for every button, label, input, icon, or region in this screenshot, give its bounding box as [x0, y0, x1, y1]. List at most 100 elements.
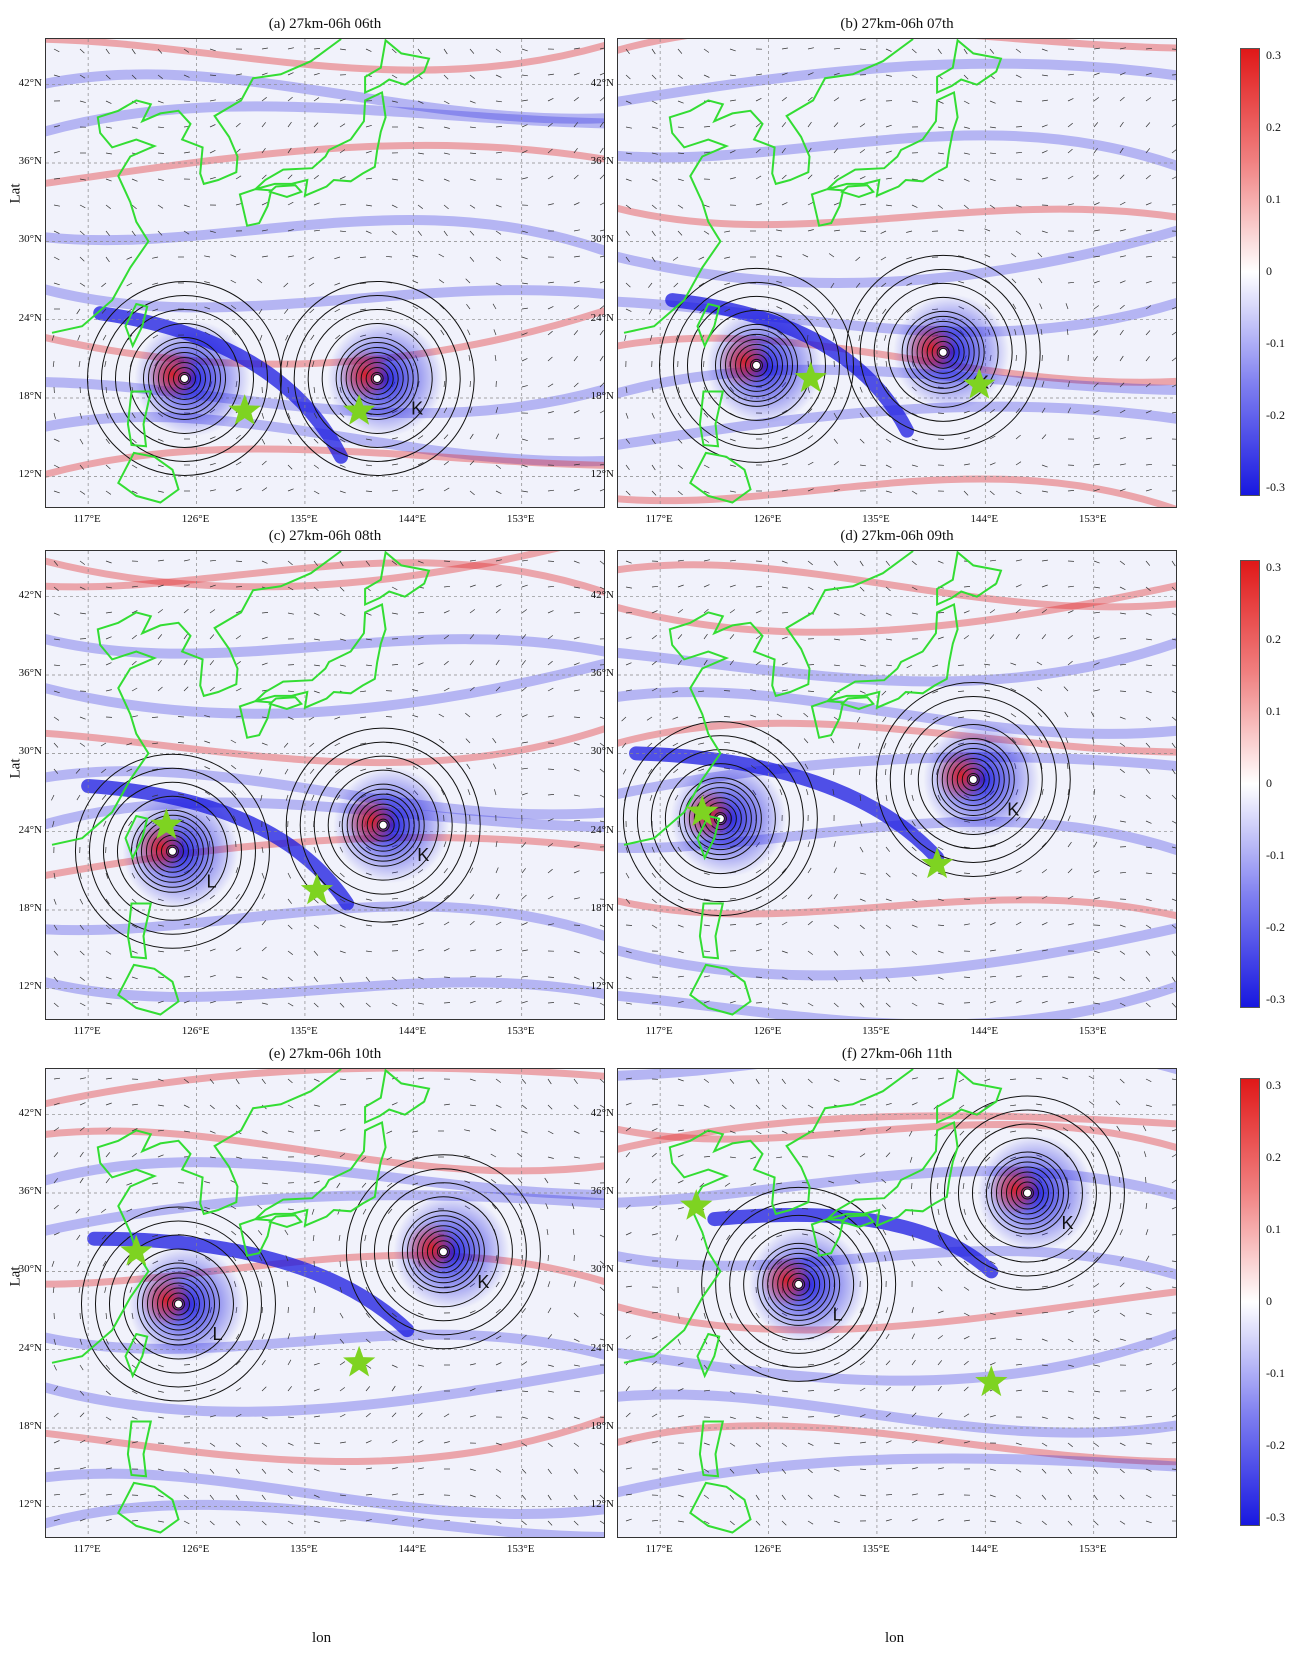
- wind-arrow: [755, 949, 762, 952]
- wind-arrow: [469, 559, 476, 562]
- colorbar-tick-label: -0.1: [1266, 848, 1285, 862]
- positive-band: [618, 1288, 1176, 1334]
- wind-arrow: [1041, 584, 1048, 588]
- wind-arrow: [521, 385, 528, 388]
- map-svg: K: [618, 551, 1176, 1019]
- wind-arrow: [1093, 689, 1100, 692]
- wind-arrow: [677, 898, 684, 903]
- wind-arrow: [261, 1078, 266, 1085]
- wind-arrow: [313, 229, 320, 232]
- wind-arrow: [675, 1234, 679, 1241]
- wind-arrow: [651, 1311, 658, 1314]
- wind-arrow: [625, 126, 632, 129]
- vortex-contour: [911, 320, 975, 384]
- wind-arrow: [703, 1312, 707, 1319]
- wind-arrow: [777, 738, 783, 744]
- wind-arrow: [937, 1310, 944, 1314]
- wind-arrow: [937, 1002, 944, 1005]
- wind-arrow: [963, 1335, 970, 1340]
- wind-arrow: [313, 175, 319, 180]
- wind-arrow: [313, 1002, 319, 1008]
- wind-arrow: [677, 924, 684, 928]
- wind-arrow: [440, 789, 445, 796]
- wind-arrow: [1119, 463, 1126, 466]
- x-axis-label: lon: [885, 1630, 905, 1646]
- wind-arrow: [53, 256, 60, 261]
- wind-arrow: [53, 716, 60, 721]
- wind-arrow: [521, 741, 528, 744]
- wind-arrow: [261, 460, 267, 466]
- wind-arrow: [209, 1078, 215, 1084]
- vortex-eye: [378, 820, 388, 830]
- wind-arrow: [79, 872, 82, 879]
- wind-arrow: [183, 608, 189, 614]
- wind-arrow: [495, 464, 502, 469]
- wind-arrow: [937, 126, 944, 129]
- wind-arrow: [287, 1359, 292, 1366]
- wind-arrow: [625, 74, 631, 80]
- wind-arrow: [547, 73, 554, 76]
- wind-arrow: [1066, 762, 1069, 770]
- wind-arrow: [599, 1130, 604, 1133]
- vortex-contour: [887, 296, 999, 408]
- lon-tick-label: 117°E: [645, 513, 673, 525]
- wind-arrow: [258, 308, 263, 315]
- wind-arrow: [52, 360, 55, 367]
- vortex-contour: [108, 1234, 248, 1374]
- vortex-contour: [122, 1248, 234, 1360]
- wind-arrow: [1171, 742, 1176, 749]
- wind-arrow: [75, 768, 81, 774]
- lat-tick-label: 12°N: [590, 1498, 614, 1511]
- wind-arrow: [573, 689, 580, 692]
- wind-arrow: [1171, 1129, 1176, 1132]
- wind-arrow: [729, 559, 736, 562]
- wind-arrow: [1015, 408, 1021, 414]
- wind-arrow: [1171, 357, 1176, 362]
- wind-arrow: [365, 1412, 371, 1418]
- wind-arrow: [309, 742, 315, 748]
- wind-arrow: [989, 634, 995, 640]
- wind-arrow: [287, 1494, 293, 1500]
- wind-arrow: [651, 100, 658, 105]
- wind-arrow: [1067, 841, 1072, 848]
- wind-arrow: [1041, 464, 1048, 468]
- wind-arrow: [1041, 407, 1046, 414]
- wind-arrow: [204, 740, 211, 744]
- wind-arrow: [1041, 1000, 1048, 1004]
- wind-arrow: [677, 412, 682, 419]
- positive-band: [618, 1112, 1176, 1153]
- wind-arrow: [885, 1360, 891, 1366]
- wind-arrow: [1093, 586, 1100, 589]
- wind-arrow: [339, 586, 345, 592]
- wind-arrow: [859, 48, 867, 51]
- wind-arrow: [807, 229, 814, 232]
- wind-arrow: [261, 1333, 265, 1340]
- wind-arrow: [495, 975, 502, 978]
- vortex-contour: [739, 348, 773, 382]
- vortex-contour: [327, 769, 439, 881]
- wind-arrow: [777, 764, 783, 770]
- wind-arrow: [833, 1078, 840, 1082]
- wind-arrow: [1067, 122, 1073, 128]
- wind-arrow: [1015, 490, 1022, 495]
- wind-arrow: [1171, 1414, 1176, 1418]
- wind-arrow: [781, 1390, 788, 1393]
- wind-arrow: [183, 949, 191, 952]
- wind-arrow: [859, 768, 861, 776]
- vortex-eye: [173, 1299, 183, 1309]
- wind-arrow: [1039, 303, 1043, 310]
- wind-arrow: [1015, 584, 1022, 588]
- wind-arrow: [1093, 636, 1100, 640]
- negative-band: [618, 364, 1176, 399]
- wind-arrow: [1088, 1075, 1095, 1080]
- wind-arrow: [776, 1156, 783, 1159]
- wind-arrow: [989, 1337, 996, 1340]
- wind-arrow: [209, 176, 216, 180]
- wind-arrow: [412, 305, 419, 310]
- wind-arrow: [53, 1412, 59, 1418]
- coastline: [696, 814, 721, 861]
- wind-arrow: [1145, 1312, 1152, 1316]
- wind-arrow: [885, 846, 890, 852]
- wind-arrow: [313, 1520, 320, 1523]
- wind-arrow: [651, 1386, 657, 1392]
